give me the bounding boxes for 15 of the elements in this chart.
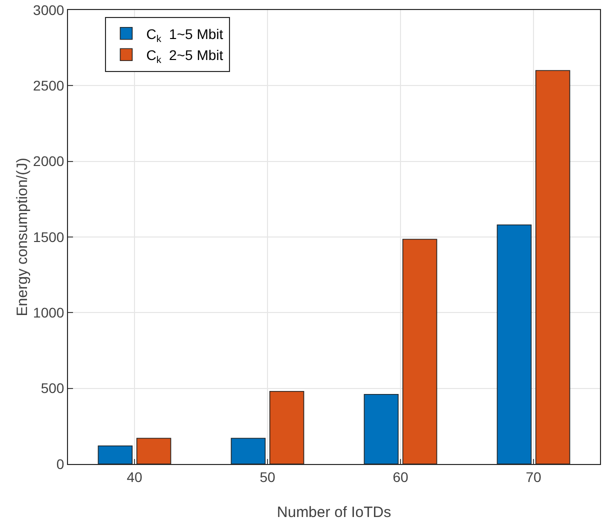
y-tick-label: 3000 [33,2,64,18]
y-tick-label: 1000 [33,304,64,321]
x-axis-title: Number of IoTDs [276,504,392,521]
legend-label: C$_{k}$ 2~5 Mbit [146,47,224,66]
y-tick-label: 2000 [33,153,64,170]
y-tick-label: 2500 [33,78,64,94]
y-tick-label: 0 [56,456,64,472]
y-tick-label: 1500 [33,228,64,245]
y-tick-label: 500 [40,380,64,396]
legend-label: C$_{k}$ 1~5 Mbit [146,26,224,45]
x-tick-label: 40 [126,468,142,485]
x-tick-label: 70 [526,468,542,485]
x-tick-label: 60 [392,468,408,485]
x-tick-label: 50 [260,468,276,485]
y-axis-title: Energy consumption/(J) [14,158,32,316]
